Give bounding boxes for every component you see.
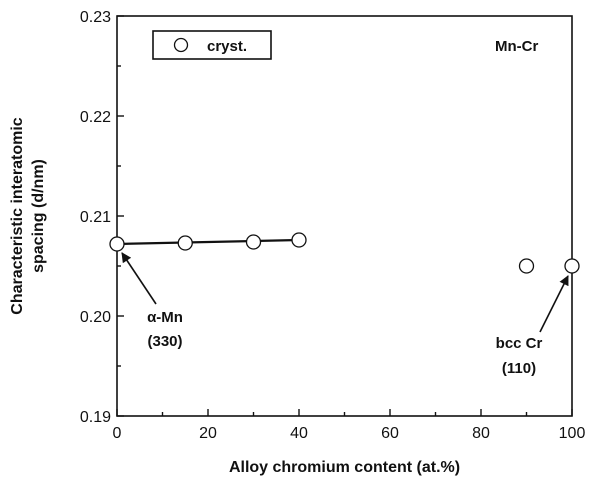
- fit-line: [116, 238, 300, 246]
- y-tick-label: 0.23: [80, 9, 111, 26]
- x-axis-title: Alloy chromium content (at.%): [229, 459, 460, 476]
- data-point: [518, 258, 535, 274]
- x-tick-label: 80: [472, 425, 490, 442]
- legend-marker-icon: [173, 37, 189, 53]
- y-axis-title-line-2: spacing (d/nm): [30, 159, 47, 273]
- data-point: [564, 258, 580, 274]
- y-tick-label: 0.20: [80, 309, 111, 326]
- data-point: [177, 235, 193, 251]
- annotation-bcc-cr-arrow: [539, 275, 569, 333]
- legend-box: [152, 30, 272, 60]
- system-label: Mn-Cr: [495, 38, 538, 55]
- y-tick-label: 0.19: [80, 409, 111, 426]
- legend-label: cryst.: [207, 38, 247, 55]
- annotation-bcc-cr-index: (110): [502, 360, 536, 377]
- x-tick-label: 0: [113, 425, 122, 442]
- annotation-bcc-cr-label: bcc Cr: [496, 335, 543, 352]
- data-point: [291, 232, 307, 248]
- annotation-alpha-mn-label: α-Mn: [147, 309, 183, 326]
- data-point: [245, 234, 262, 250]
- data-point: [109, 236, 125, 252]
- annotation-alpha-mn-index: (330): [147, 333, 182, 350]
- legend: cryst.: [152, 30, 272, 60]
- plot-frame: [116, 15, 573, 417]
- y-tick-label: 0.21: [80, 209, 111, 226]
- x-tick-label: 20: [199, 425, 217, 442]
- y-tick-label: 0.22: [80, 109, 111, 126]
- x-tick-label: 40: [290, 425, 308, 442]
- annotation-alpha-mn-arrow: [121, 252, 157, 305]
- x-tick-label: 60: [381, 425, 399, 442]
- y-axis-title-line-1: Characteristic interatomic: [9, 117, 26, 315]
- x-tick-label: 100: [559, 425, 586, 442]
